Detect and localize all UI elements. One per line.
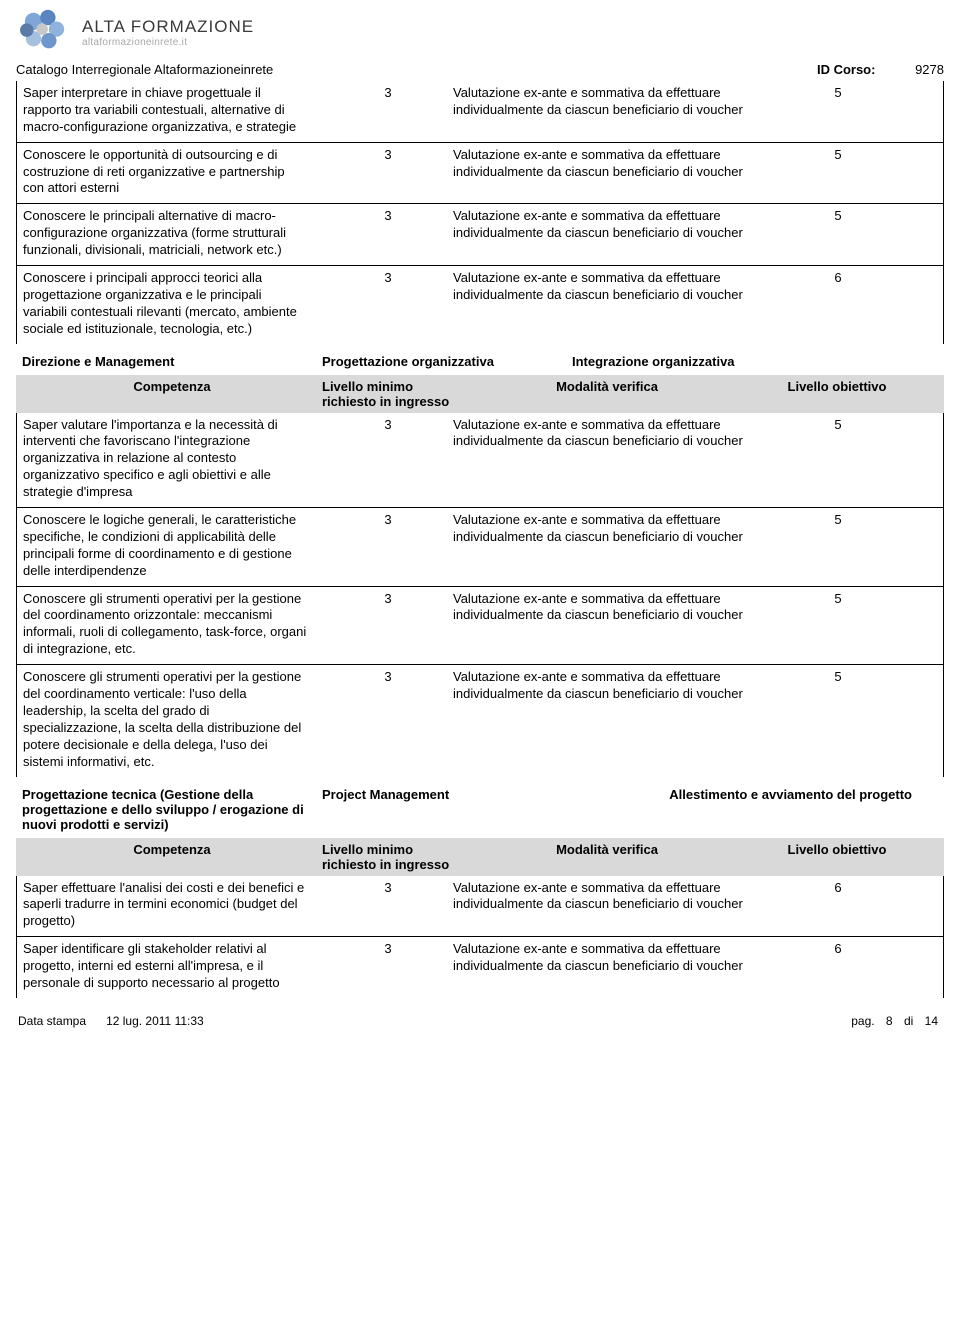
cell-modalita: Valutazione ex-ante e sommativa da effet…	[453, 270, 763, 338]
th2-competenza: Competenza	[22, 842, 322, 872]
cell-livello-min: 3	[323, 208, 453, 259]
cell-livello-min: 3	[323, 270, 453, 338]
cell-obiettivo: 5	[763, 85, 913, 136]
cell-livello-min: 3	[323, 669, 453, 770]
th2-modalita: Modalità verifica	[452, 842, 762, 872]
cell-livello-min: 3	[323, 417, 453, 501]
cell-obiettivo: 5	[763, 669, 913, 770]
table-row: Saper identificare gli stakeholder relat…	[16, 936, 944, 998]
section2-a: Progettazione tecnica (Gestione della pr…	[22, 787, 322, 832]
cell-obiettivo: 5	[763, 147, 913, 198]
cell-obiettivo: 6	[763, 941, 913, 992]
di-label: di	[904, 1014, 913, 1028]
cell-obiettivo: 5	[763, 208, 913, 259]
pag-label: pag.	[851, 1014, 874, 1028]
th-obiettivo: Livello obiettivo	[762, 379, 912, 409]
table-row: Saper interpretare in chiave progettuale…	[16, 81, 944, 142]
cell-obiettivo: 5	[763, 591, 913, 659]
cell-modalita: Valutazione ex-ante e sommativa da effet…	[453, 941, 763, 992]
cell-livello-min: 3	[323, 941, 453, 992]
table-header-1: Competenza Livello minimo richiesto in i…	[16, 375, 944, 413]
id-corso: ID Corso: 9278	[817, 62, 944, 77]
cell-modalita: Valutazione ex-ante e sommativa da effet…	[453, 417, 763, 501]
data-stampa-label: Data stampa	[18, 1014, 86, 1028]
logo-icon	[16, 8, 74, 56]
table-row: Conoscere le logiche generali, le caratt…	[16, 507, 944, 586]
table-header-2: Competenza Livello minimo richiesto in i…	[16, 838, 944, 876]
cell-modalita: Valutazione ex-ante e sommativa da effet…	[453, 208, 763, 259]
cell-competenza: Conoscere gli strumenti operativi per la…	[23, 669, 323, 770]
table-row: Conoscere le opportunità di outsourcing …	[16, 142, 944, 204]
cell-obiettivo: 6	[763, 270, 913, 338]
cell-livello-min: 3	[323, 147, 453, 198]
content-area: Saper interpretare in chiave progettuale…	[16, 81, 944, 998]
cell-obiettivo: 6	[763, 880, 913, 931]
page-header: ALTA FORMAZIONE altaformazioneinrete.it	[16, 8, 944, 56]
th-competenza: Competenza	[22, 379, 322, 409]
cell-modalita: Valutazione ex-ante e sommativa da effet…	[453, 85, 763, 136]
cell-competenza: Conoscere le logiche generali, le caratt…	[23, 512, 323, 580]
cell-competenza: Conoscere gli strumenti operativi per la…	[23, 591, 323, 659]
th2-obiettivo: Livello obiettivo	[762, 842, 912, 872]
footer-right: pag. 8 di 14	[847, 1014, 942, 1028]
th-modalita: Modalità verifica	[452, 379, 762, 409]
catalog-title: Catalogo Interregionale Altaformazionein…	[16, 62, 273, 77]
th2-livello-min: Livello minimo richiesto in ingresso	[322, 842, 452, 872]
cell-competenza: Saper effettuare l'analisi dei costi e d…	[23, 880, 323, 931]
section1-rows-block: Saper valutare l'importanza e la necessi…	[16, 413, 944, 777]
brand-sub: altaformazioneinrete.it	[82, 37, 254, 48]
section-title-1: Direzione e Management Progettazione org…	[16, 344, 944, 375]
id-corso-value: 9278	[915, 62, 944, 77]
id-corso-label: ID Corso:	[817, 62, 876, 77]
section2-rows-block: Saper effettuare l'analisi dei costi e d…	[16, 876, 944, 998]
data-stampa-value: 12 lug. 2011 11:33	[106, 1014, 204, 1028]
section1-b: Progettazione organizzativa	[322, 354, 572, 369]
page-footer: Data stampa 12 lug. 2011 11:33 pag. 8 di…	[16, 1010, 944, 1032]
section2-c: Allestimento e avviamento del progetto	[572, 787, 912, 832]
cell-modalita: Valutazione ex-ante e sommativa da effet…	[453, 880, 763, 931]
table-row: Conoscere i principali approcci teorici …	[16, 265, 944, 344]
catalog-row: Catalogo Interregionale Altaformazionein…	[16, 62, 944, 77]
table-row: Conoscere le principali alternative di m…	[16, 203, 944, 265]
cell-competenza: Saper valutare l'importanza e la necessi…	[23, 417, 323, 501]
cell-competenza: Conoscere le principali alternative di m…	[23, 208, 323, 259]
table-row: Saper valutare l'importanza e la necessi…	[16, 413, 944, 507]
table-row: Conoscere gli strumenti operativi per la…	[16, 586, 944, 665]
cell-obiettivo: 5	[763, 417, 913, 501]
cell-modalita: Valutazione ex-ante e sommativa da effet…	[453, 669, 763, 770]
footer-left: Data stampa 12 lug. 2011 11:33	[18, 1014, 204, 1028]
section1-c: Integrazione organizzativa	[572, 354, 912, 369]
cell-livello-min: 3	[323, 85, 453, 136]
cell-livello-min: 3	[323, 591, 453, 659]
cell-competenza: Saper identificare gli stakeholder relat…	[23, 941, 323, 992]
table-row: Conoscere gli strumenti operativi per la…	[16, 664, 944, 776]
th-livello-min: Livello minimo richiesto in ingresso	[322, 379, 452, 409]
cell-modalita: Valutazione ex-ante e sommativa da effet…	[453, 512, 763, 580]
cell-livello-min: 3	[323, 880, 453, 931]
cell-competenza: Conoscere i principali approcci teorici …	[23, 270, 323, 338]
table-row: Saper effettuare l'analisi dei costi e d…	[16, 876, 944, 937]
top-rows-block: Saper interpretare in chiave progettuale…	[16, 81, 944, 344]
cell-obiettivo: 5	[763, 512, 913, 580]
brand-main: ALTA FORMAZIONE	[82, 17, 254, 37]
cell-modalita: Valutazione ex-ante e sommativa da effet…	[453, 147, 763, 198]
cell-modalita: Valutazione ex-ante e sommativa da effet…	[453, 591, 763, 659]
brand-block: ALTA FORMAZIONE altaformazioneinrete.it	[82, 17, 254, 48]
cell-livello-min: 3	[323, 512, 453, 580]
section1-a: Direzione e Management	[22, 354, 322, 369]
cell-competenza: Conoscere le opportunità di outsourcing …	[23, 147, 323, 198]
pag-num: 8	[886, 1014, 893, 1028]
section-title-2: Progettazione tecnica (Gestione della pr…	[16, 777, 944, 838]
section2-b: Project Management	[322, 787, 572, 832]
cell-competenza: Saper interpretare in chiave progettuale…	[23, 85, 323, 136]
pag-total: 14	[925, 1014, 938, 1028]
